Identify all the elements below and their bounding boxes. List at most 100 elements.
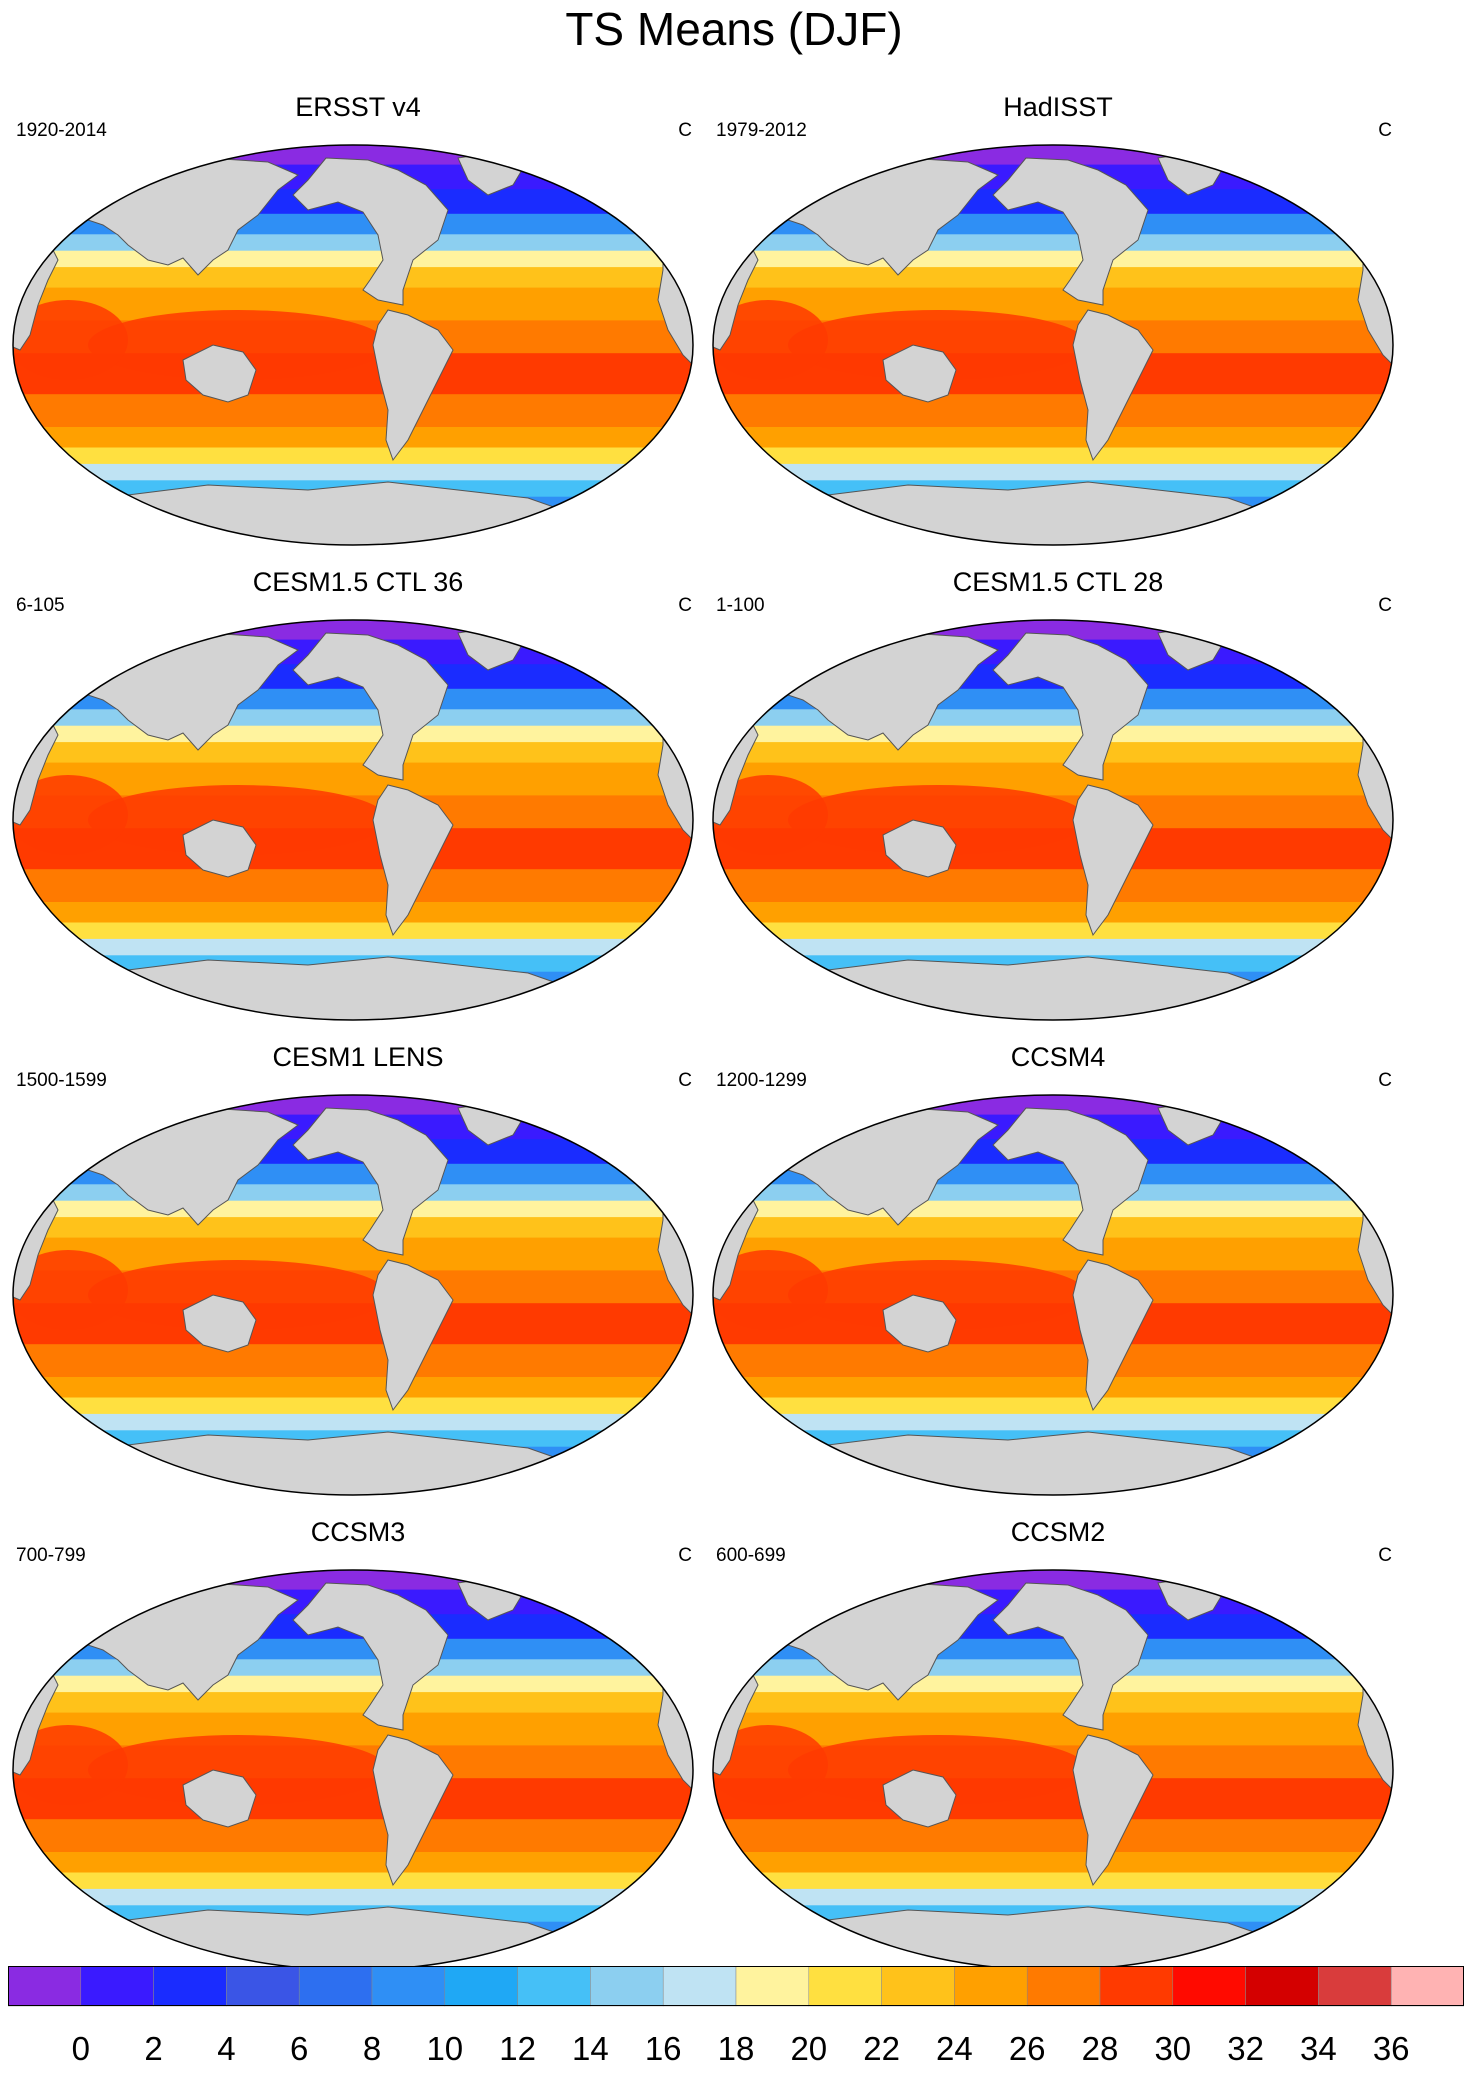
colorbar-swatch bbox=[1026, 1966, 1101, 2007]
panel-title: CCSM4 bbox=[1010, 1042, 1106, 1072]
map-frame bbox=[12, 1094, 694, 1496]
sst-band bbox=[713, 1888, 1393, 1907]
warm-pool-indian bbox=[713, 1250, 828, 1330]
map-frame bbox=[12, 144, 694, 546]
map-panel: HadISST 1979-2012 C bbox=[708, 92, 1408, 562]
map-frame bbox=[712, 1094, 1394, 1496]
sst-band bbox=[713, 1200, 1393, 1219]
colorbar-swatch bbox=[226, 1966, 300, 2007]
colorbar-label: 28 bbox=[1081, 2030, 1119, 2067]
sst-band bbox=[13, 725, 693, 744]
panel-unit: C bbox=[1378, 120, 1392, 141]
panel-unit: C bbox=[1378, 595, 1392, 616]
sst-band bbox=[713, 287, 1393, 322]
colorbar-label: 36 bbox=[1372, 2030, 1410, 2067]
sst-map bbox=[712, 619, 1394, 1021]
land-north-america bbox=[292, 1107, 449, 1256]
land-australia bbox=[182, 819, 257, 878]
land-north-america bbox=[292, 157, 449, 306]
panel-years: 1200-1299 bbox=[716, 1070, 807, 1091]
colorbar-label: 12 bbox=[499, 2030, 536, 2067]
panel-unit: C bbox=[678, 120, 692, 141]
panel-unit: C bbox=[1378, 1545, 1392, 1566]
land-south-america bbox=[372, 1734, 454, 1887]
colorbar-label: 18 bbox=[717, 2030, 755, 2067]
warm-pool-indian bbox=[13, 300, 128, 380]
land-south-america bbox=[372, 1259, 454, 1412]
panel-title: CCSM2 bbox=[1010, 1517, 1106, 1547]
sst-band bbox=[13, 938, 693, 957]
land-australia bbox=[882, 1294, 957, 1353]
sst-band bbox=[713, 267, 1393, 289]
panel-years: 1500-1599 bbox=[16, 1070, 107, 1091]
warm-pool-indian bbox=[13, 1250, 128, 1330]
panel-years: 700-799 bbox=[16, 1545, 86, 1566]
colorbar-label: 32 bbox=[1227, 2030, 1264, 2067]
colorbar bbox=[8, 1966, 1464, 2007]
colorbar-label: 20 bbox=[790, 2030, 828, 2067]
sst-map bbox=[12, 1569, 694, 1971]
map-panel: CCSM3 700-799 C bbox=[8, 1517, 708, 1987]
sst-band bbox=[713, 394, 1393, 428]
warm-pool bbox=[88, 1735, 388, 1805]
colorbar-label: 30 bbox=[1154, 2030, 1192, 2067]
panel-unit: C bbox=[678, 595, 692, 616]
panel-unit: C bbox=[1378, 1070, 1392, 1091]
colorbar-swatch bbox=[662, 1966, 737, 2007]
sst-band bbox=[713, 938, 1393, 957]
colorbar-swatch bbox=[1245, 1966, 1319, 2007]
panel-years: 6-105 bbox=[16, 595, 65, 616]
sst-band bbox=[713, 1397, 1393, 1415]
sst-band bbox=[713, 1872, 1393, 1890]
warm-pool bbox=[88, 1260, 388, 1330]
map-panel: CESM1.5 CTL 36 6-105 C bbox=[8, 567, 708, 1037]
sst-band bbox=[13, 463, 693, 482]
land-south-america bbox=[1072, 784, 1154, 937]
sst-band bbox=[13, 1659, 693, 1677]
colorbar-label: 22 bbox=[863, 2030, 900, 2067]
panel-title: CCSM3 bbox=[310, 1517, 406, 1547]
sst-band bbox=[13, 287, 693, 322]
sst-band bbox=[713, 1675, 1393, 1694]
land-north-america bbox=[992, 1107, 1149, 1256]
sst-band bbox=[13, 1344, 693, 1378]
colorbar-swatch bbox=[954, 1966, 1028, 2007]
land-south-america bbox=[1072, 309, 1154, 462]
colorbar-label: 10 bbox=[426, 2030, 464, 2067]
land-australia bbox=[182, 344, 257, 403]
colorbar-swatch bbox=[444, 1966, 518, 2007]
land-south-america bbox=[372, 784, 454, 937]
colorbar-label: 6 bbox=[290, 2030, 309, 2067]
sst-band bbox=[713, 250, 1393, 269]
colorbar-label: 16 bbox=[644, 2030, 682, 2067]
colorbar-swatch bbox=[1099, 1966, 1174, 2007]
map-panel: ERSST v4 1920-2014 C bbox=[8, 92, 708, 562]
land-north-america bbox=[992, 157, 1149, 306]
sst-band bbox=[713, 1184, 1393, 1202]
panel-unit: C bbox=[678, 1545, 692, 1566]
warm-pool-indian bbox=[713, 775, 828, 855]
sst-band bbox=[713, 1819, 1393, 1853]
warm-pool-indian bbox=[13, 1725, 128, 1805]
sst-map bbox=[12, 1094, 694, 1496]
map-panel: CESM1 LENS 1500-1599 C bbox=[8, 1042, 708, 1512]
colorbar-label: 14 bbox=[572, 2030, 609, 2067]
sst-band bbox=[713, 922, 1393, 940]
land-australia bbox=[182, 1294, 257, 1353]
sst-band bbox=[713, 1344, 1393, 1378]
sst-band bbox=[713, 1237, 1393, 1272]
sst-band bbox=[13, 234, 693, 252]
warm-pool bbox=[788, 310, 1088, 380]
colorbar-swatch bbox=[808, 1966, 882, 2007]
sst-band bbox=[13, 1692, 693, 1714]
sst-band bbox=[13, 1217, 693, 1239]
land-south-america bbox=[372, 309, 454, 462]
map-frame bbox=[712, 144, 1394, 546]
colorbar-swatch bbox=[735, 1966, 810, 2007]
sst-band bbox=[13, 1675, 693, 1694]
map-panel: CCSM4 1200-1299 C bbox=[708, 1042, 1408, 1512]
panel-years: 1920-2014 bbox=[16, 120, 107, 141]
panel-years: 1-100 bbox=[716, 595, 765, 616]
sst-band bbox=[13, 922, 693, 940]
land-south-america bbox=[1072, 1734, 1154, 1887]
